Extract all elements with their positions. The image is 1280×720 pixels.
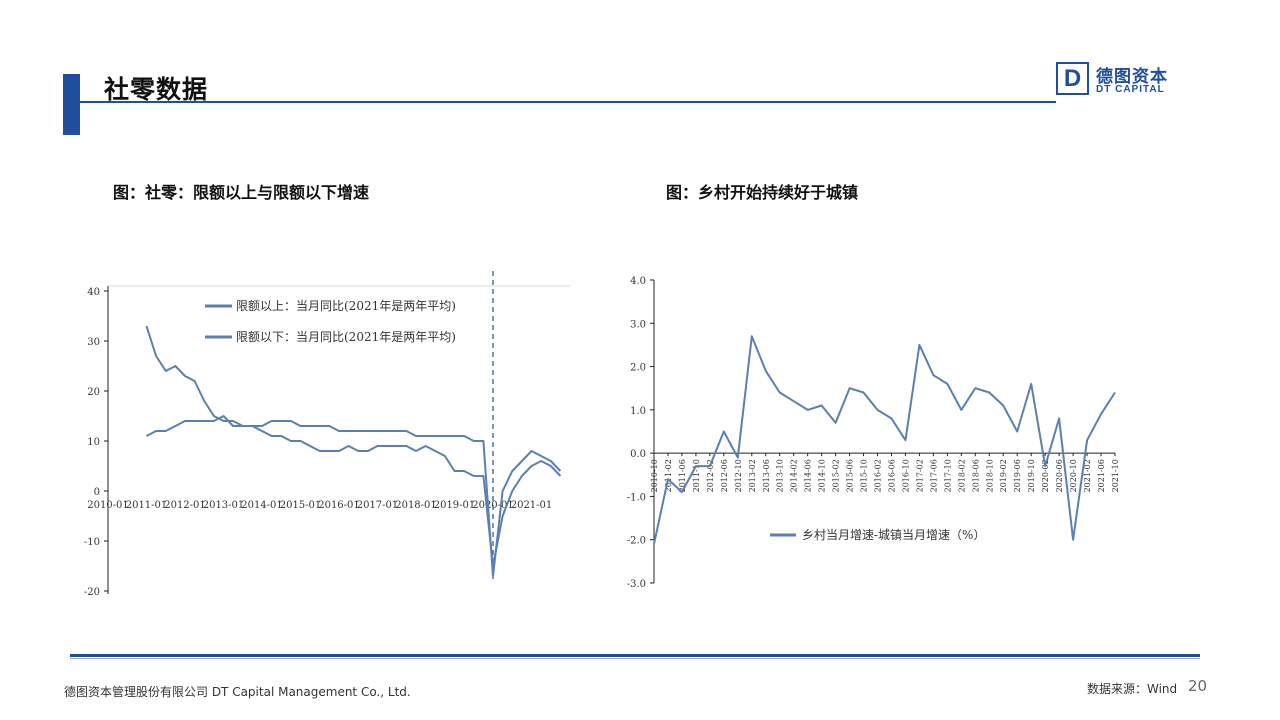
x-tick-label: 2020-02 [1041,459,1050,492]
x-tick-label: 2017-02 [915,459,924,492]
x-tick-label: 2020-10 [1069,459,1078,492]
logo-name-en: DT CAPITAL [1096,84,1165,95]
legend-label-2: 限额以下：当月同比(2021年是两年平均) [236,330,456,344]
x-tick-label: 2019-02 [999,459,1008,492]
chart-rural-vs-urban: 4.0 3.0 2.0 1.0 0.0 -1.0 -2.0 -3.0 2010-10 2011-0… [627,276,1120,590]
chart-title-left: 图：社零：限额以上与限额以下增速 [113,183,370,202]
series-line-1 [653,335,1116,545]
y-tick-label: -3.0 [627,579,646,590]
title-underline [80,101,1056,103]
y-tick-label: -20 [84,587,100,598]
x-tick-label: 2011-01 [126,500,168,511]
x-tick-label: 2016-02 [874,459,883,492]
legend-label-1: 乡村当月增速-城镇当月增速（%） [802,528,985,542]
logo-mark-icon: D [1056,62,1089,95]
x-tick-label: 2019-01 [434,500,476,511]
x-tick-label: 2013-01 [203,500,245,511]
y-tick-label: 10 [87,437,100,448]
x-tick-label: 2014-06 [804,459,813,492]
x-tick-label: 2013-10 [776,459,785,492]
x-tick-label: 2015-01 [280,500,322,511]
x-tick-label: 2021-01 [511,500,553,511]
footer-source: 数据来源：Wind [1087,682,1178,696]
y-tick-label: 20 [87,387,100,398]
y-tick-label: 40 [87,287,100,298]
y-tick-label: 0 [94,487,100,498]
x-tick-label: 2018-10 [985,459,994,492]
x-tick-label: 2021-06 [1097,459,1106,492]
y-tick-label: 1.0 [630,406,646,417]
x-tick-label: 2012-01 [164,500,206,511]
chart-title-right: 图：乡村开始持续好于城镇 [666,183,859,202]
x-tick-label: 2014-02 [790,459,799,492]
footer-rule-thin [70,658,1200,659]
y-tick-label: -2.0 [627,536,646,547]
x-tick-label: 2020-06 [1055,459,1064,492]
x-tick-label: 2017-06 [929,459,938,492]
x-tick-label: 2015-06 [846,459,855,492]
x-tick-label: 2015-02 [832,459,841,492]
y-tick-label: -10 [84,537,100,548]
dt-capital-logo: D 德图资本 DT CAPITAL [1056,62,1186,98]
x-tick-label: 2016-10 [901,459,910,492]
x-tick-label: 2016-01 [318,500,360,511]
x-tick-label: 2021-02 [1083,459,1092,492]
logo-name-cn: 德图资本 [1096,67,1168,87]
x-tick-label: 2011-10 [692,459,701,492]
x-tick-label: 2021-10 [1111,459,1120,492]
x-tick-label: 2012-10 [734,459,743,492]
x-tick-label: 2018-01 [395,500,437,511]
y-tick-label: 2.0 [630,363,646,374]
y-tick-label: 0.0 [630,449,646,460]
y-tick-label: 3.0 [630,319,646,330]
y-tick-label: 4.0 [630,276,646,287]
x-tick-label: 2011-06 [678,459,687,492]
x-tick-label: 2010-10 [650,459,659,492]
series-line-2 [146,415,562,577]
x-tick-label: 2013-06 [762,459,771,492]
x-tick-label: 2015-10 [860,459,869,492]
title-accent-bar [63,74,80,135]
x-tick-label: 2018-02 [957,459,966,492]
y-tick-label: -1.0 [627,492,646,503]
x-tick-label: 2013-02 [748,459,757,492]
x-tick-label: 2014-10 [818,459,827,492]
x-tick-label: 2019-10 [1027,459,1036,492]
x-tick-label: 2016-06 [887,459,896,492]
x-tick-label: 2011-02 [664,459,673,492]
chart-retail-sales-above-below-quota: 40 30 20 10 0 -10 -20 2010-012011-012012-012013… [84,271,570,598]
x-tick-label: 2014-01 [241,500,283,511]
x-tick-label: 2019-06 [1013,459,1022,492]
y-tick-label: 30 [87,337,100,348]
x-tick-label: 2012-02 [706,459,715,492]
x-tick-label: 2010-01 [87,500,129,511]
x-tick-label: 2012-06 [720,459,729,492]
x-tick-label: 2017-01 [357,500,399,511]
footer-company: 德图资本管理股份有限公司 DT Capital Management Co., … [64,685,411,699]
page-title: 社零数据 [104,75,209,104]
x-tick-label: 2018-06 [971,459,980,492]
legend-label-1: 限额以上：当月同比(2021年是两年平均) [236,299,456,313]
x-tick-label: 2017-10 [943,459,952,492]
footer-rule [70,654,1200,657]
page-number: 20 [1188,677,1208,695]
